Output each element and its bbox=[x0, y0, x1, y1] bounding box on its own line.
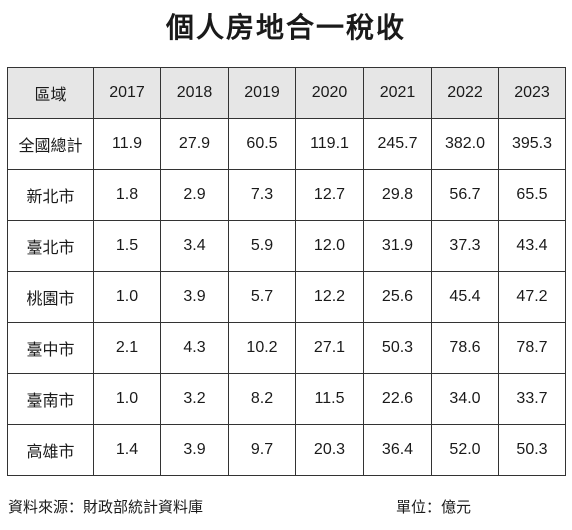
column-header: 區域 bbox=[7, 67, 94, 119]
value-cell: 119.1 bbox=[295, 118, 364, 170]
unit-note: 單位：億元 bbox=[396, 498, 472, 516]
value-cell: 12.7 bbox=[295, 169, 364, 221]
value-cell: 50.3 bbox=[498, 424, 566, 476]
value-cell: 3.2 bbox=[160, 373, 229, 425]
value-cell: 3.4 bbox=[160, 220, 229, 272]
value-cell: 3.9 bbox=[160, 424, 229, 476]
region-cell: 全國總計 bbox=[7, 118, 94, 170]
value-cell: 37.3 bbox=[431, 220, 499, 272]
value-cell: 45.4 bbox=[431, 271, 499, 323]
value-cell: 11.5 bbox=[295, 373, 364, 425]
value-cell: 60.5 bbox=[228, 118, 296, 170]
value-cell: 1.5 bbox=[93, 220, 161, 272]
table-row: 新北市 1.8 2.9 7.3 12.7 29.8 56.7 65.5 bbox=[7, 169, 566, 221]
column-header: 2022 bbox=[431, 67, 499, 119]
value-cell: 52.0 bbox=[431, 424, 499, 476]
value-cell: 78.6 bbox=[431, 322, 499, 374]
table-header-row: 區域 2017 2018 2019 2020 2021 2022 2023 bbox=[7, 67, 566, 119]
value-cell: 47.2 bbox=[498, 271, 566, 323]
value-cell: 2.1 bbox=[93, 322, 161, 374]
value-cell: 1.8 bbox=[93, 169, 161, 221]
value-cell: 1.0 bbox=[93, 373, 161, 425]
region-cell: 臺南市 bbox=[7, 373, 94, 425]
table-row: 高雄市 1.4 3.9 9.7 20.3 36.4 52.0 50.3 bbox=[7, 424, 566, 476]
column-header: 2023 bbox=[498, 67, 566, 119]
source-note: 資料來源：財政部統計資料庫 bbox=[8, 498, 204, 516]
column-header: 2021 bbox=[363, 67, 432, 119]
value-cell: 43.4 bbox=[498, 220, 566, 272]
region-cell: 新北市 bbox=[7, 169, 94, 221]
value-cell: 382.0 bbox=[431, 118, 499, 170]
table-row: 臺南市 1.0 3.2 8.2 11.5 22.6 34.0 33.7 bbox=[7, 373, 566, 425]
column-header: 2018 bbox=[160, 67, 229, 119]
value-cell: 5.9 bbox=[228, 220, 296, 272]
value-cell: 1.4 bbox=[93, 424, 161, 476]
value-cell: 36.4 bbox=[363, 424, 432, 476]
column-header: 2017 bbox=[93, 67, 161, 119]
column-header: 2020 bbox=[295, 67, 364, 119]
value-cell: 10.2 bbox=[228, 322, 296, 374]
value-cell: 395.3 bbox=[498, 118, 566, 170]
value-cell: 2.9 bbox=[160, 169, 229, 221]
value-cell: 5.7 bbox=[228, 271, 296, 323]
value-cell: 27.9 bbox=[160, 118, 229, 170]
table-row: 全國總計 11.9 27.9 60.5 119.1 245.7 382.0 39… bbox=[7, 118, 566, 170]
value-cell: 33.7 bbox=[498, 373, 566, 425]
column-header: 2019 bbox=[228, 67, 296, 119]
value-cell: 4.3 bbox=[160, 322, 229, 374]
value-cell: 34.0 bbox=[431, 373, 499, 425]
tax-revenue-table: 區域 2017 2018 2019 2020 2021 2022 2023 全國… bbox=[7, 67, 566, 476]
region-cell: 高雄市 bbox=[7, 424, 94, 476]
value-cell: 50.3 bbox=[363, 322, 432, 374]
region-cell: 臺中市 bbox=[7, 322, 94, 374]
value-cell: 29.8 bbox=[363, 169, 432, 221]
value-cell: 22.6 bbox=[363, 373, 432, 425]
value-cell: 3.9 bbox=[160, 271, 229, 323]
value-cell: 31.9 bbox=[363, 220, 432, 272]
page-title: 個人房地合一稅收 bbox=[165, 11, 406, 44]
value-cell: 8.2 bbox=[228, 373, 296, 425]
value-cell: 56.7 bbox=[431, 169, 499, 221]
table-row: 臺中市 2.1 4.3 10.2 27.1 50.3 78.6 78.7 bbox=[7, 322, 566, 374]
value-cell: 27.1 bbox=[295, 322, 364, 374]
value-cell: 78.7 bbox=[498, 322, 566, 374]
value-cell: 9.7 bbox=[228, 424, 296, 476]
value-cell: 65.5 bbox=[498, 169, 566, 221]
value-cell: 20.3 bbox=[295, 424, 364, 476]
table-row: 桃園市 1.0 3.9 5.7 12.2 25.6 45.4 47.2 bbox=[7, 271, 566, 323]
table-row: 臺北市 1.5 3.4 5.9 12.0 31.9 37.3 43.4 bbox=[7, 220, 566, 272]
value-cell: 11.9 bbox=[93, 118, 161, 170]
region-cell: 臺北市 bbox=[7, 220, 94, 272]
region-cell: 桃園市 bbox=[7, 271, 94, 323]
value-cell: 12.2 bbox=[295, 271, 364, 323]
value-cell: 1.0 bbox=[93, 271, 161, 323]
value-cell: 7.3 bbox=[228, 169, 296, 221]
value-cell: 245.7 bbox=[363, 118, 432, 170]
value-cell: 25.6 bbox=[363, 271, 432, 323]
value-cell: 12.0 bbox=[295, 220, 364, 272]
